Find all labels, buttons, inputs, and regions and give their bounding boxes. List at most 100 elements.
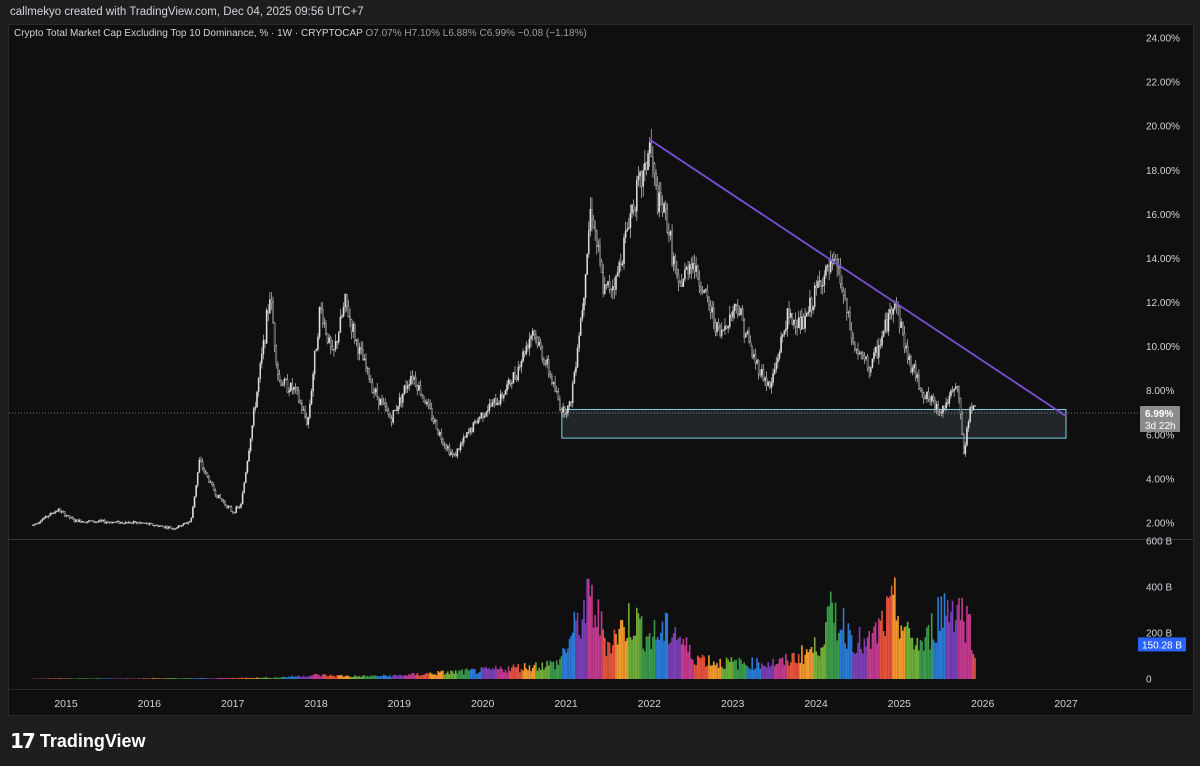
- candle-body: [861, 352, 864, 356]
- volume-bar: [890, 585, 893, 679]
- candle-body: [902, 321, 904, 334]
- candle-body: [389, 414, 391, 419]
- volume-bar: [403, 675, 406, 679]
- volume-bar: [953, 632, 955, 679]
- volume-bar: [515, 667, 518, 679]
- candle-body: [501, 393, 504, 398]
- candle-body: [793, 320, 795, 325]
- candle-body: [961, 413, 963, 435]
- volume-bar: [935, 642, 938, 679]
- candle-body: [405, 385, 407, 389]
- candle-body: [648, 142, 651, 154]
- candle-body: [278, 374, 281, 381]
- volume-bar: [876, 643, 879, 679]
- volume-bar: [974, 657, 976, 679]
- candle-body: [193, 496, 196, 508]
- candle-body: [767, 381, 770, 386]
- volume-bar: [709, 665, 712, 679]
- candle-body: [863, 355, 866, 360]
- price-axis-tick-label: 2.00%: [1146, 519, 1174, 530]
- volume-bar: [67, 678, 69, 679]
- legend-close-key: C: [479, 28, 487, 39]
- candle-body: [92, 520, 95, 523]
- volume-bar: [610, 653, 612, 679]
- candle-body: [55, 511, 58, 513]
- candle-body: [307, 417, 310, 425]
- volume-bar: [305, 676, 308, 679]
- candle-body: [294, 386, 297, 388]
- volume-bar: [554, 669, 556, 679]
- volume-bar: [392, 675, 395, 679]
- candle-body: [642, 169, 645, 187]
- candle-body: [448, 446, 451, 455]
- candle-body: [773, 369, 776, 374]
- candle-body: [267, 309, 270, 314]
- volume-bar: [578, 634, 580, 679]
- volume-bar: [91, 678, 93, 679]
- volume-bar: [402, 676, 404, 679]
- volume-bar: [294, 676, 297, 679]
- volume-bar: [259, 677, 262, 679]
- volume-bar: [206, 678, 209, 679]
- candle-body: [527, 345, 529, 349]
- candle-body: [688, 264, 691, 274]
- volume-bar: [227, 678, 229, 679]
- volume-bar: [807, 652, 810, 679]
- candle-body: [328, 337, 330, 343]
- candle-body: [99, 520, 101, 522]
- volume-bar: [108, 678, 111, 679]
- candle-body: [254, 406, 257, 409]
- volume-bar: [233, 678, 236, 679]
- volume-bar: [357, 676, 359, 679]
- candle-body: [187, 522, 189, 524]
- candle-body: [168, 526, 170, 529]
- volume-bar: [575, 620, 577, 679]
- candle-body: [679, 281, 681, 283]
- volume-bar: [522, 670, 524, 679]
- volume-bar: [934, 642, 936, 679]
- volume-bar: [126, 678, 129, 679]
- volume-bar: [523, 663, 526, 679]
- candle-body: [597, 245, 600, 247]
- candle-body: [844, 294, 846, 299]
- volume-bar: [470, 668, 473, 679]
- tradingview-logo[interactable]: 𝟭𝟳 TradingView: [10, 729, 146, 753]
- candle-body: [546, 359, 548, 365]
- candle-body: [592, 219, 595, 228]
- volume-bar: [107, 678, 109, 679]
- volume-bar: [736, 669, 739, 679]
- candle-body: [578, 335, 580, 349]
- candle-body: [116, 521, 119, 523]
- candle-body: [712, 307, 715, 323]
- volume-bar: [679, 636, 681, 679]
- volume-bar: [113, 678, 116, 679]
- candle-body: [650, 142, 653, 158]
- volume-bar: [347, 675, 350, 679]
- volume-bar: [887, 597, 890, 679]
- volume-bar: [483, 667, 486, 679]
- candle-body: [339, 317, 342, 333]
- volume-bar: [99, 678, 101, 679]
- candle-body: [547, 359, 550, 375]
- volume-bar: [908, 628, 911, 679]
- volume-bar: [579, 638, 582, 679]
- candle-body: [525, 345, 528, 355]
- candle-body: [507, 379, 510, 385]
- volume-bar: [453, 673, 455, 679]
- candle-body: [155, 524, 157, 526]
- candle-body: [394, 409, 396, 411]
- volume-bar: [844, 643, 846, 679]
- volume-bar: [595, 627, 598, 679]
- candle-body: [256, 391, 258, 408]
- volume-bar: [664, 612, 667, 679]
- volume-bar: [374, 675, 377, 679]
- volume-bar: [914, 645, 917, 679]
- volume-bar: [184, 678, 186, 679]
- last-price-badge-value: 6.99%: [1145, 409, 1173, 420]
- volume-bar: [137, 678, 140, 679]
- candle-body: [46, 515, 48, 518]
- volume-bar: [828, 606, 830, 679]
- candle-body: [892, 308, 895, 315]
- candle-body: [962, 434, 965, 454]
